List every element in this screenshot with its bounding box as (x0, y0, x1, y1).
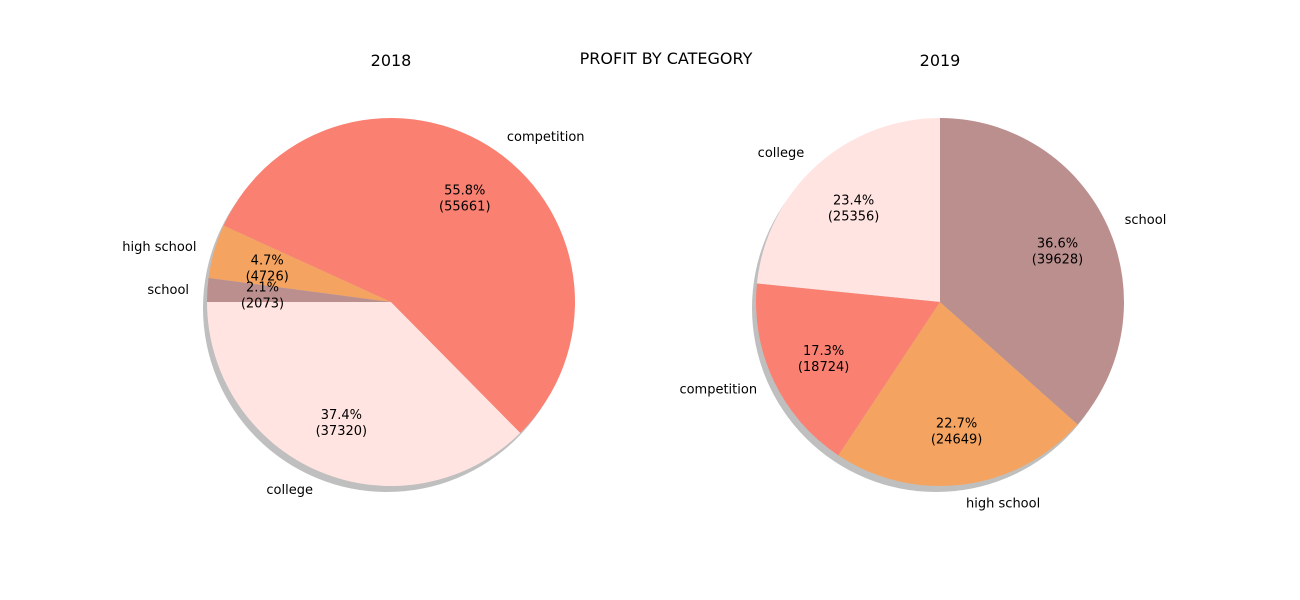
category-label-college-2018: college (266, 483, 313, 498)
percent-label-competition-2019: 17.3% (803, 344, 844, 359)
value-label-competition-2019: (18724) (798, 360, 850, 375)
value-label-college-2019: (25356) (828, 209, 880, 224)
percent-label-college-2019: 23.4% (833, 193, 874, 208)
category-label-competition-2018: competition (507, 130, 585, 145)
value-label-school-2018: (2073) (241, 297, 284, 312)
percent-label-school-2018: 2.1% (246, 281, 279, 296)
category-label-school-2019: school (1125, 213, 1167, 228)
percent-label-school-2019: 36.6% (1037, 236, 1078, 251)
pie-slice-competition-2018 (223, 117, 576, 433)
pie-slice-competition-2019 (756, 283, 940, 456)
value-label-competition-2018: (55661) (439, 199, 491, 214)
pie-slice-high-school-2018 (208, 225, 391, 302)
pie-chart-2019: 2019 college 23.4%(25356) competition 17.3%… (679, 51, 1166, 512)
category-label-high-school-2018: high school (122, 240, 196, 255)
pie-slice-school-2019 (940, 117, 1124, 425)
value-label-high-school-2018: (4726) (246, 269, 289, 284)
category-label-high-school-2019: high school (966, 497, 1040, 512)
percent-label-high-school-2019: 22.7% (936, 417, 977, 432)
value-label-high-school-2019: (24649) (931, 433, 983, 448)
value-label-school-2019: (39628) (1032, 252, 1084, 267)
pie-slice-college-2019 (756, 118, 940, 302)
pie-slice-school-2018 (207, 278, 391, 302)
category-label-college-2019: college (758, 146, 805, 161)
category-label-competition-2019: competition (679, 383, 757, 398)
pie-title-2018: 2018 (371, 51, 412, 70)
percent-label-competition-2018: 55.8% (444, 183, 485, 198)
pie-title-2019: 2019 (920, 51, 961, 70)
percent-label-high-school-2018: 4.7% (251, 253, 284, 268)
pie-slice-high-school-2019 (838, 302, 1078, 486)
category-label-school-2018: school (147, 283, 189, 298)
pie-chart-2018: 2018 college 37.4%(37320) competition 55.8%… (122, 51, 584, 498)
figure-suptitle: PROFIT BY CATEGORY (580, 49, 753, 68)
pie-slice-college-2018 (207, 302, 521, 486)
value-label-college-2018: (37320) (316, 424, 368, 439)
percent-label-college-2018: 37.4% (321, 408, 362, 423)
